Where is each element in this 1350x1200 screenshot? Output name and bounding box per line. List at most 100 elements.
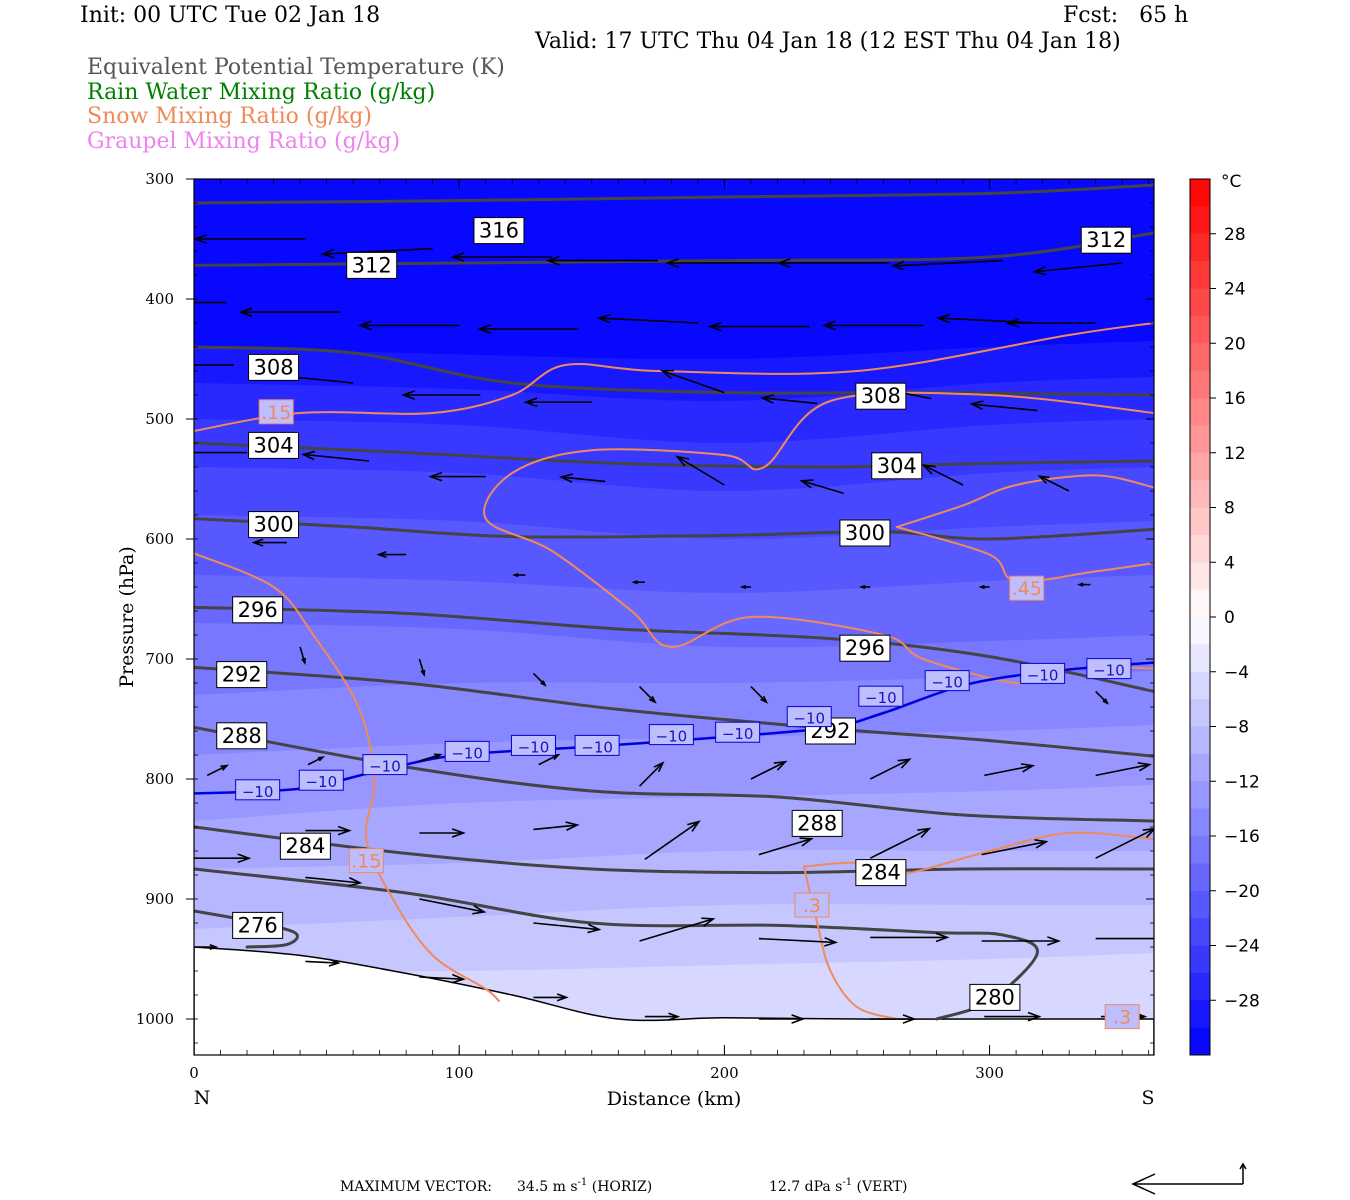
wind-vector	[978, 584, 990, 590]
colorbar-bin	[1190, 233, 1210, 262]
label-box	[248, 511, 300, 539]
label-box	[1104, 1004, 1140, 1030]
label-text: 288	[222, 724, 262, 748]
wind-vector	[758, 837, 814, 856]
label-text: −10	[369, 758, 401, 776]
label-text: 300	[254, 513, 294, 537]
vector-shaft	[758, 937, 836, 944]
vector-head	[328, 958, 341, 967]
colorbar-bin	[1190, 534, 1210, 563]
vector-head	[317, 756, 325, 762]
vector-head	[969, 400, 984, 410]
isotherm-label: −10	[235, 779, 281, 801]
wind-vector	[1095, 937, 1154, 940]
theta_e-contour	[194, 183, 1154, 205]
label-box	[444, 740, 490, 762]
vector-head	[1102, 698, 1109, 705]
colorbar-bin	[1190, 808, 1210, 837]
wind-vector	[870, 932, 950, 943]
vector-shaft	[533, 922, 600, 931]
vector-head	[512, 572, 519, 578]
vector-shaft	[644, 820, 700, 861]
snow-contour	[194, 322, 1154, 432]
vector-shaft	[750, 686, 768, 703]
theta_e-contour	[194, 345, 1154, 397]
colorbar-bin	[1190, 726, 1210, 755]
wind-vector	[631, 580, 645, 585]
label-text: .15	[351, 851, 381, 873]
theta_e-contour	[194, 665, 1154, 758]
vector-head	[776, 258, 791, 268]
vector-head	[477, 324, 492, 334]
label-text: −10	[722, 725, 754, 743]
vector-shaft	[532, 672, 546, 686]
colorbar-label: −12	[1224, 772, 1260, 792]
label-box	[248, 353, 300, 381]
snow-label: .15	[258, 399, 294, 425]
label-text: 276	[238, 913, 278, 937]
wind-vector	[194, 853, 252, 864]
terrain-mask	[194, 946, 1154, 1055]
vector-head	[596, 313, 611, 324]
wind-vector	[206, 764, 230, 777]
vector-head	[301, 657, 306, 666]
wind-vector	[305, 958, 341, 967]
vector-head	[760, 695, 769, 704]
isotherm-label: −10	[786, 706, 832, 728]
vector-head	[902, 1014, 917, 1024]
vector-head	[433, 753, 443, 760]
vector-head	[209, 943, 219, 951]
label-box	[346, 251, 398, 279]
vector-head	[545, 255, 560, 266]
wind-vector	[644, 1012, 681, 1021]
label-box	[924, 670, 970, 692]
temperature-shading	[194, 179, 1154, 1055]
label-text: −10	[656, 728, 688, 746]
snow-label: .45	[1009, 575, 1045, 601]
isotherm-label: −10	[1020, 662, 1066, 684]
vector-head	[451, 828, 466, 838]
vector-head	[376, 551, 387, 559]
label-box	[348, 848, 384, 874]
vector-shaft	[981, 840, 1047, 856]
snow-contour	[194, 552, 500, 1002]
vector-head	[401, 390, 415, 400]
vector-shaft	[762, 397, 818, 405]
legend-snow: Snow Mixing Ratio (g/kg)	[87, 104, 372, 129]
colorbar-label: 28	[1224, 225, 1246, 245]
wind-vector	[739, 584, 751, 590]
wind-vector	[251, 538, 287, 547]
wind-vector	[533, 922, 602, 934]
terrain-surface	[194, 946, 1154, 1055]
vector-head	[348, 876, 363, 887]
vector-shaft	[1034, 262, 1123, 273]
isotherm-label: −10	[444, 740, 490, 762]
vector-head	[523, 397, 538, 408]
vector-head	[935, 932, 950, 943]
label-box	[1080, 226, 1132, 254]
isotherm-label: −10	[648, 724, 694, 746]
vector-shaft	[938, 317, 1038, 324]
vector-shaft	[639, 918, 714, 942]
label-text: −10	[793, 710, 825, 728]
theta_e-label: 308	[248, 353, 300, 381]
wind-vectors	[194, 227, 1154, 1024]
theta_e-label: 300	[839, 519, 891, 547]
theta_e-label: 296	[232, 596, 284, 624]
vector-head	[1027, 1011, 1042, 1022]
header-fcst: Fcst: 65 h	[1063, 3, 1189, 28]
vector-shaft	[676, 456, 725, 486]
isotherm-label: −10	[924, 670, 970, 692]
colorbar-bin	[1190, 972, 1210, 1001]
wind-vector	[1037, 475, 1070, 492]
wind-vector	[750, 686, 769, 704]
label-box	[1009, 575, 1045, 601]
wind-vector	[523, 397, 592, 408]
vector-shaft	[419, 976, 464, 980]
vector-shaft	[303, 453, 370, 462]
wind-vector	[419, 973, 466, 984]
label-text: −10	[581, 738, 613, 756]
vector-head	[1032, 265, 1047, 276]
wind-vector	[545, 255, 659, 266]
vector-shaft	[923, 464, 964, 486]
